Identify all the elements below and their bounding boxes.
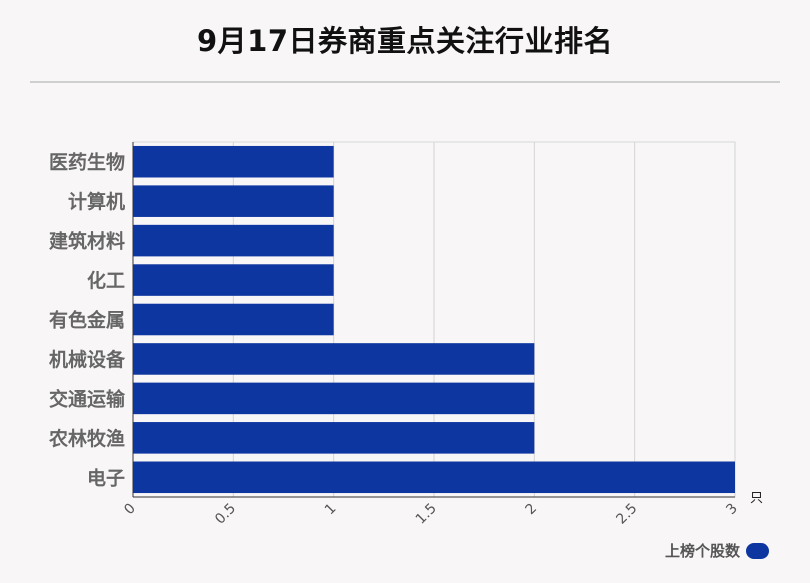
x-tick-label: 0.5 (212, 501, 239, 528)
legend-swatch (746, 542, 769, 559)
category-label: 计算机 (68, 190, 125, 213)
title-divider (30, 81, 780, 83)
legend-label: 上榜个股数 (664, 542, 740, 560)
legend[interactable]: 上榜个股数 (665, 540, 769, 561)
bar (133, 382, 535, 415)
x-tick-label: 2 (523, 501, 541, 519)
category-label: 农林牧渔 (48, 427, 125, 450)
bar (133, 461, 735, 494)
x-axis-unit-label: 只 (750, 491, 763, 506)
x-tick-label: 1 (322, 501, 340, 519)
category-label: 机械设备 (49, 348, 126, 371)
bar (133, 303, 334, 336)
category-label: 有色金属 (49, 309, 125, 332)
x-tick-label: 0 (121, 501, 139, 519)
bar (133, 185, 334, 217)
category-label: 医药生物 (49, 151, 125, 174)
x-tick-label: 3 (723, 501, 741, 519)
category-label: 交通运输 (49, 387, 126, 410)
bar (133, 145, 334, 178)
x-tick-label: 2.5 (613, 501, 640, 528)
x-tick-label: 1.5 (413, 501, 440, 528)
bar (133, 422, 535, 454)
bar (133, 264, 334, 296)
bar (133, 343, 535, 375)
category-label: 建筑材料 (49, 230, 125, 253)
category-label: 化工 (87, 269, 125, 292)
bar (133, 224, 334, 257)
chart-title: 9月17日券商重点关注行业排名 (196, 24, 614, 58)
category-label: 电子 (87, 466, 125, 489)
